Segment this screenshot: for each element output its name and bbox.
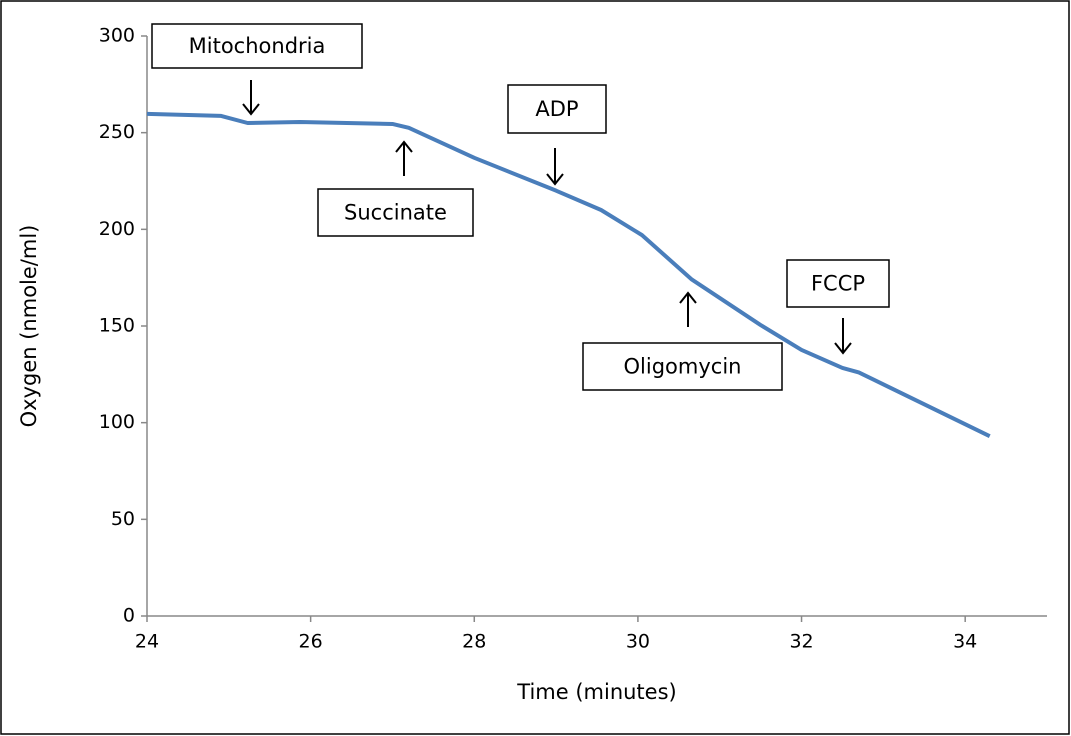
y-tick-label: 100 xyxy=(99,411,135,433)
annotation-box xyxy=(582,342,783,391)
x-tick-label: 34 xyxy=(953,631,977,653)
x-tick-label: 32 xyxy=(789,631,813,653)
x-tick-label: 24 xyxy=(135,631,159,653)
x-axis-title: Time (minutes) xyxy=(516,680,676,704)
annotation-arrowhead xyxy=(679,291,697,304)
annotation-box xyxy=(317,188,474,237)
annotation-label: FCCP xyxy=(811,272,865,296)
x-tick-label: 30 xyxy=(626,631,650,653)
y-tick-label: 0 xyxy=(123,605,135,627)
annotation-label: Oligomycin xyxy=(624,355,742,379)
annotation-arrowhead xyxy=(242,103,260,116)
annotation-label: ADP xyxy=(535,97,578,121)
annotation-arrowhead xyxy=(834,342,852,355)
annotation-label: Succinate xyxy=(344,201,447,225)
annotation-box xyxy=(151,23,363,69)
y-tick-label: 150 xyxy=(99,315,135,337)
annotation-arrowhead xyxy=(395,140,413,153)
annotation-box xyxy=(507,84,607,134)
x-tick-label: 26 xyxy=(299,631,323,653)
annotation-label: Mitochondria xyxy=(189,34,326,58)
annotation-arrowhead xyxy=(546,173,564,186)
y-tick-label: 50 xyxy=(111,508,135,530)
data-line xyxy=(146,111,991,438)
y-tick-label: 200 xyxy=(99,218,135,240)
y-tick-label: 250 xyxy=(99,121,135,143)
y-tick-label: 300 xyxy=(99,25,135,47)
x-tick-label: 28 xyxy=(462,631,486,653)
y-axis-title: Oxygen (nmole/ml) xyxy=(17,225,41,428)
annotation-box xyxy=(786,259,890,308)
